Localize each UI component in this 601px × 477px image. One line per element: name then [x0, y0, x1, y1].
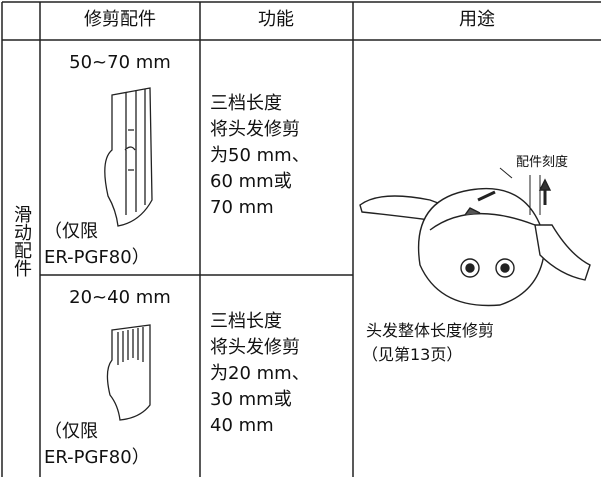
header-cell: 修剪配件: [84, 9, 156, 30]
function: 为50 mm、: [210, 145, 310, 166]
function: 70 mm: [210, 197, 274, 218]
function: 30 mm或: [210, 389, 292, 410]
comb-small: [106, 324, 151, 421]
size: 50~70 mm: [69, 52, 171, 73]
function: 三档长度: [210, 93, 282, 114]
caption: 头发整体长度修剪: [366, 321, 495, 340]
comb-large: [104, 87, 153, 227]
function: 三档长度: [210, 311, 282, 332]
header-cell: 用途: [459, 9, 495, 30]
header-cell: 功能: [258, 9, 294, 30]
note: （仅限: [44, 221, 98, 242]
function: 将头发修剪: [210, 119, 300, 140]
group-label: 滑动配件: [11, 205, 32, 277]
note: ER-PGF80）: [44, 447, 150, 468]
head-illustration: [359, 167, 591, 307]
size: 20~40 mm: [69, 287, 171, 308]
function: 40 mm: [210, 415, 274, 436]
function: 60 mm或: [210, 171, 292, 192]
note: ER-PGF80）: [44, 247, 150, 268]
caption: （见第13页）: [362, 345, 463, 364]
note: （仅限: [44, 421, 98, 442]
scale-label: 配件刻度: [516, 155, 569, 170]
function: 将头发修剪: [210, 337, 300, 358]
function: 为20 mm、: [210, 363, 310, 384]
